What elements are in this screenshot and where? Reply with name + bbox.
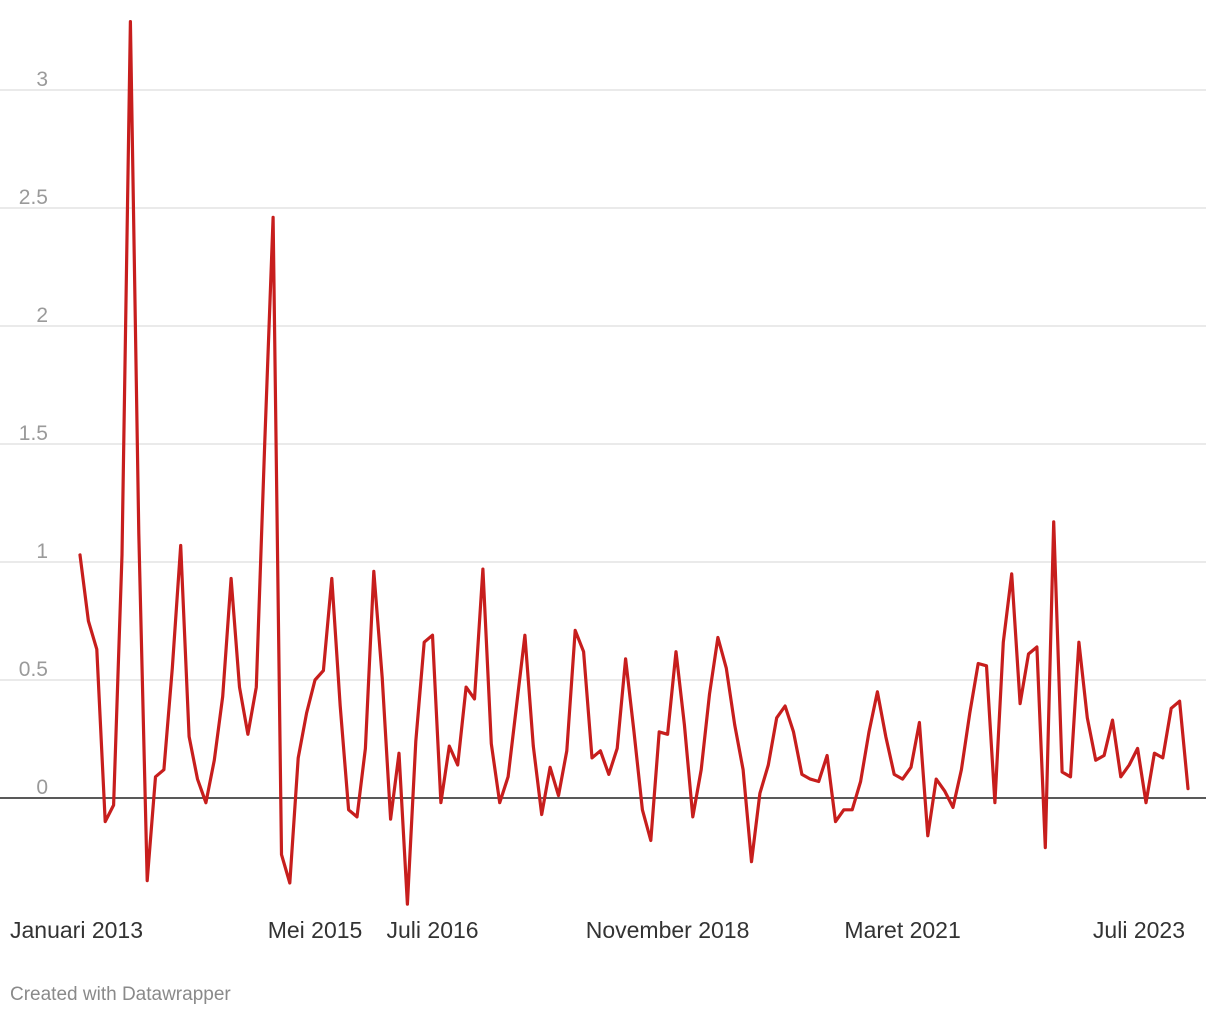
y-tick-label: 0.5 xyxy=(19,658,48,681)
gridlines xyxy=(0,89,1206,799)
x-tick-label: November 2018 xyxy=(586,917,750,943)
y-tick-label: 2 xyxy=(36,304,48,327)
series-lines xyxy=(78,20,1190,906)
y-tick-label: 3 xyxy=(36,68,48,91)
x-tick-label: Mei 2015 xyxy=(268,917,363,943)
y-axis-labels: 0 0.5 1 1.5 2 2.5 3 xyxy=(19,68,48,799)
y-tick-label: 0 xyxy=(36,776,48,799)
series-line xyxy=(78,20,1190,906)
x-axis-labels: Januari 2013 Mei 2015 Juli 2016 November 20… xyxy=(10,917,1185,943)
x-tick-label: Juli 2023 xyxy=(1093,917,1185,943)
y-tick-label: 2.5 xyxy=(19,186,48,209)
x-tick-label: Maret 2021 xyxy=(844,917,960,943)
x-tick-label: Juli 2016 xyxy=(387,917,479,943)
x-tick-label: Januari 2013 xyxy=(10,917,143,943)
y-tick-label: 1.5 xyxy=(19,422,48,445)
y-tick-label: 1 xyxy=(36,540,48,563)
credit-text: Created with Datawrapper xyxy=(10,984,231,1005)
